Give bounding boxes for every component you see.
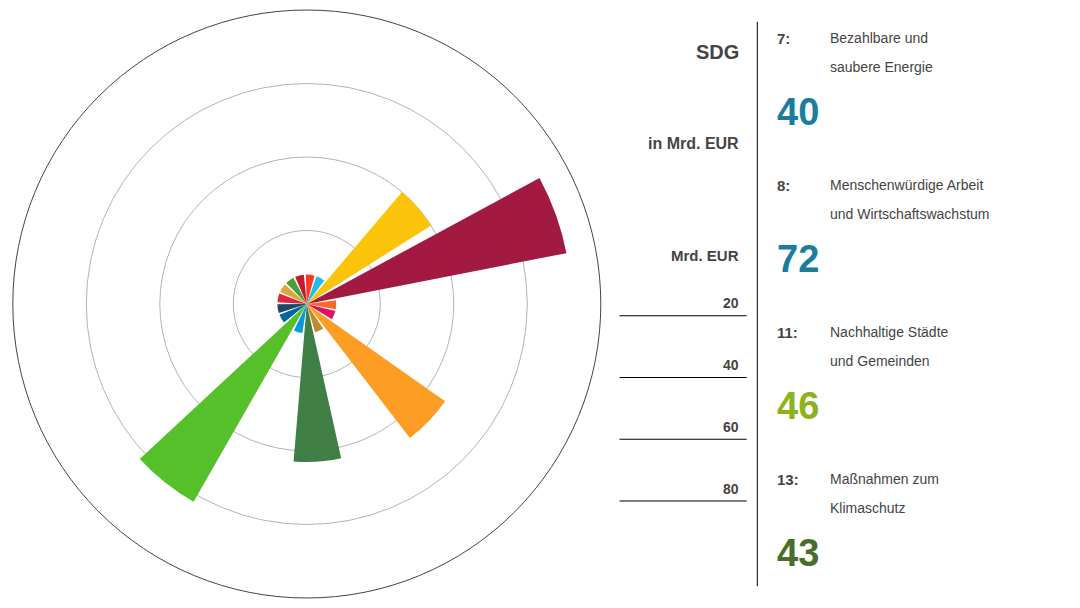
svg-text:46: 46 (777, 385, 819, 427)
svg-text:Menschenwürdige Arbeit: Menschenwürdige Arbeit (830, 177, 983, 193)
svg-text:72: 72 (777, 238, 819, 280)
svg-text:SDG: SDG (696, 41, 739, 63)
svg-text:und Gemeinden: und Gemeinden (830, 353, 930, 369)
svg-text:saubere Energie: saubere Energie (830, 59, 933, 75)
svg-text:Nachhaltige Städte: Nachhaltige Städte (830, 324, 949, 340)
svg-text:60: 60 (723, 419, 739, 435)
svg-text:20: 20 (723, 295, 739, 311)
svg-text:in Mrd. EUR: in Mrd. EUR (648, 135, 739, 152)
svg-text:40: 40 (723, 357, 739, 373)
svg-text:43: 43 (777, 532, 819, 574)
svg-text:7:: 7: (777, 30, 790, 47)
svg-text:40: 40 (777, 91, 819, 133)
svg-text:80: 80 (723, 481, 739, 497)
svg-text:8:: 8: (777, 177, 790, 194)
svg-text:Bezahlbare und: Bezahlbare und (830, 30, 928, 46)
svg-text:13:: 13: (777, 471, 799, 488)
svg-text:Maßnahmen zum: Maßnahmen zum (830, 471, 939, 487)
svg-text:11:: 11: (777, 324, 798, 341)
svg-text:und Wirtschaftswachstum: und Wirtschaftswachstum (830, 206, 990, 222)
svg-text:Klimaschutz: Klimaschutz (830, 500, 905, 516)
svg-text:Mrd. EUR: Mrd. EUR (671, 247, 739, 264)
